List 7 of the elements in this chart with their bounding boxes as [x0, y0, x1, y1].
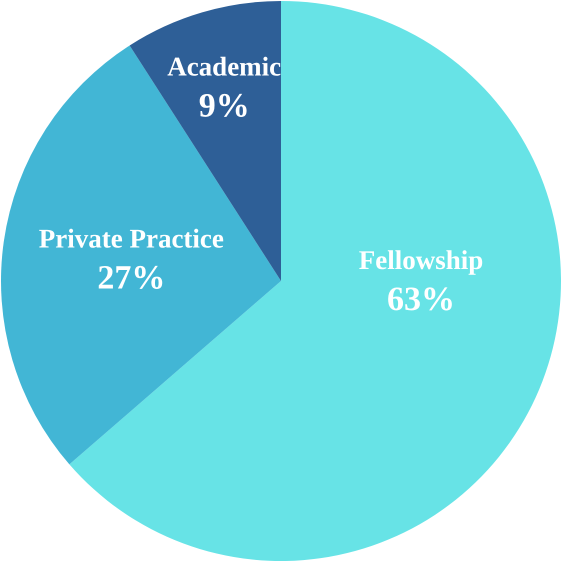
data-label: 9%	[198, 88, 250, 125]
slice-label: Fellowship	[358, 245, 484, 275]
slice-label: Academic	[167, 52, 282, 82]
pie-slice	[1, 45, 281, 464]
data-label: 63%	[387, 281, 455, 318]
data-label: 27%	[97, 259, 166, 296]
slice-label: Private Practice	[38, 223, 224, 254]
